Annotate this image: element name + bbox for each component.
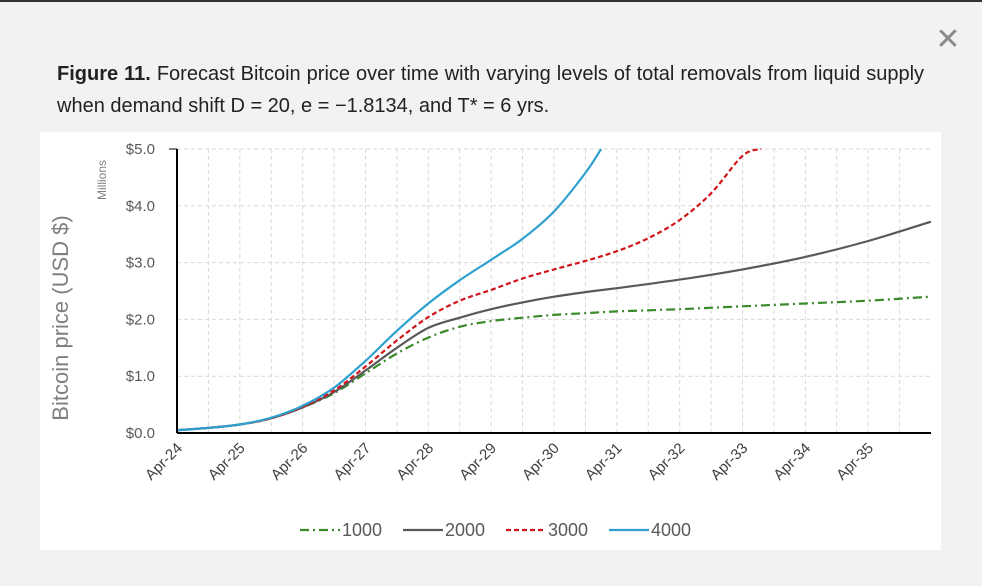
y-tick-labels: $0.0 $1.0 $2.0 $3.0 $4.0 $5.0 xyxy=(126,141,155,442)
figure-label: Figure 11. xyxy=(57,63,151,85)
y-tick-label: $1.0 xyxy=(126,368,155,385)
x-tick-label: Apr-34 xyxy=(770,440,814,484)
x-tick-label: Apr-28 xyxy=(393,440,437,484)
x-tick-labels: Apr-24 Apr-25 Apr-26 Apr-27 Apr-28 Apr-29 Apr-… xyxy=(142,440,877,484)
x-tick-label: Apr-33 xyxy=(707,440,751,484)
y-axis-label: Bitcoin price (USD $) xyxy=(48,215,73,420)
x-tick-label: Apr-30 xyxy=(519,440,563,484)
figure-caption: Figure 11. Forecast Bitcoin price over t… xyxy=(57,58,924,122)
series-line-3000 xyxy=(177,148,762,432)
y-tick-label: $4.0 xyxy=(126,198,155,215)
close-icon: ✕ xyxy=(935,22,961,57)
figure-caption-text: Forecast Bitcoin price over time with va… xyxy=(57,63,925,117)
line-chart: $0.0$1.0$2.0$3.0$4.0$5.0 Apr-24 Apr-25 Apr… xyxy=(48,141,931,540)
x-tick-label: Apr-25 xyxy=(205,440,249,484)
series-lines xyxy=(177,148,931,432)
legend-label-2000: 2000 xyxy=(445,520,485,540)
legend-label-4000: 4000 xyxy=(651,520,691,540)
x-tick-label: Apr-29 xyxy=(456,440,500,484)
top-rule xyxy=(0,0,982,2)
chart-panel: $0.0 $1.0 $2.0 $3.0 $4.0 $5.0 Apr-24 Apr-25 Apr… xyxy=(40,132,941,550)
x-tick-label: Apr-35 xyxy=(833,440,877,484)
axes xyxy=(169,148,931,434)
x-tick-label: Apr-27 xyxy=(330,440,374,484)
legend: 1000 2000 3000 4000 xyxy=(300,520,691,540)
gridlines xyxy=(177,148,931,433)
legend-label-3000: 3000 xyxy=(548,520,588,540)
y-tick-label: $5.0 xyxy=(126,141,155,158)
close-button[interactable]: ✕ xyxy=(930,22,966,58)
y-tick-label: $3.0 xyxy=(126,255,155,272)
x-tick-label: Apr-24 xyxy=(142,440,186,484)
x-tick-label: Apr-31 xyxy=(582,440,626,484)
legend-label-1000: 1000 xyxy=(342,520,382,540)
y-axis-unit-label: Millions xyxy=(95,160,109,200)
x-tick-label: Apr-32 xyxy=(645,440,689,484)
series-line-4000 xyxy=(177,148,603,432)
x-tick-label: Apr-26 xyxy=(268,440,312,484)
y-tick-label: $0.0 xyxy=(126,425,155,442)
y-tick-label: $2.0 xyxy=(126,311,155,328)
